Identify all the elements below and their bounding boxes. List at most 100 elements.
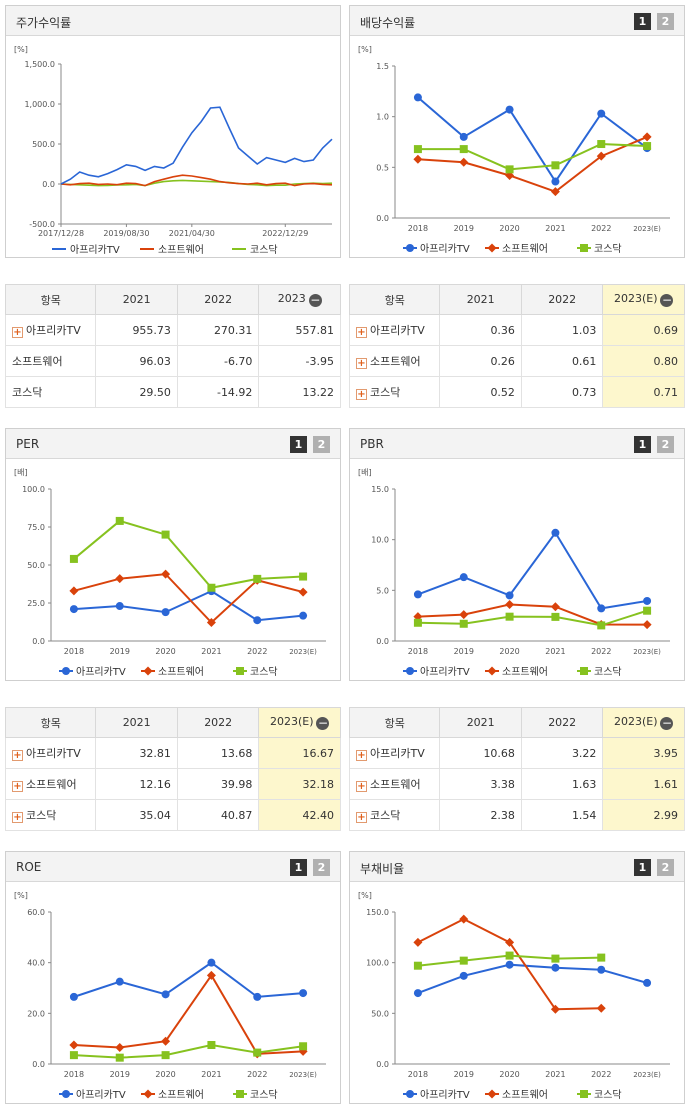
table-cell: 270.31 — [176, 314, 260, 346]
x-tick-label: 2023(E) — [289, 1071, 317, 1079]
row-name[interactable]: + 소프트웨어 — [348, 345, 441, 377]
page-2-button[interactable]: 2 — [313, 859, 330, 876]
table-cell: 0.69 — [602, 314, 685, 346]
expand-icon[interactable]: + — [12, 327, 23, 338]
row-name[interactable]: + 아프리카TV — [4, 314, 97, 346]
column-header: 2023(E) − — [602, 707, 685, 738]
page-2-button[interactable]: 2 — [657, 859, 674, 876]
table-cell: -14.92 — [176, 376, 260, 408]
table-row: 코스닥 29.50 -14.92 13.22 — [4, 376, 341, 408]
column-header: 항목 — [4, 707, 97, 738]
table-cell: 557.81 — [258, 314, 341, 346]
table-cell: 40.87 — [176, 799, 260, 831]
table-row: + 소프트웨어 0.26 0.61 0.80 — [348, 345, 685, 377]
expand-icon[interactable]: + — [356, 327, 367, 338]
legend-label: 아프리카TV — [76, 666, 126, 678]
y-tick-label: 0.0 — [376, 1060, 389, 1069]
x-tick-label: 2020 — [499, 1070, 519, 1079]
panel-title: ROE — [16, 860, 42, 874]
expand-icon[interactable]: + — [356, 750, 367, 761]
data-point — [69, 586, 79, 596]
table-row: + 아프리카TV 0.36 1.03 0.69 — [348, 314, 685, 346]
collapse-column-icon[interactable]: − — [308, 293, 322, 307]
data-point — [115, 602, 124, 611]
y-tick-label: 50.0 — [371, 1009, 389, 1018]
panel-title: PBR — [360, 437, 384, 451]
expand-icon[interactable]: + — [12, 812, 23, 823]
data-point — [207, 958, 216, 967]
x-tick-label: 2021/04/30 — [169, 229, 215, 238]
data-point — [459, 145, 468, 154]
x-tick-label: 2018 — [408, 224, 428, 233]
data-point — [459, 971, 468, 980]
row-name: 소프트웨어 — [4, 345, 97, 377]
table-cell: 10.68 — [439, 737, 522, 769]
table-cell: 29.50 — [95, 376, 178, 408]
page-1-button[interactable]: 1 — [290, 859, 307, 876]
data-point — [69, 554, 78, 563]
series-line — [417, 96, 648, 184]
x-tick-label: 2021 — [545, 224, 565, 233]
table-cell: -3.95 — [258, 345, 341, 377]
page-1-button[interactable]: 1 — [634, 13, 651, 30]
x-tick-label: 2018 — [64, 647, 84, 656]
data-point — [505, 105, 514, 114]
column-header: 항목 — [4, 284, 97, 315]
row-name[interactable]: + 코스닥 — [4, 799, 97, 831]
per-panel: PER 1 2 [배] 100.0 75.0 50.0 25.0 0.0 2018 2019 2… — [5, 428, 341, 681]
table-cell: 16.67 — [258, 737, 341, 769]
table-cell: -6.70 — [176, 345, 260, 377]
x-tick-label: 2021 — [201, 647, 221, 656]
row-name[interactable]: + 아프리카TV — [348, 314, 441, 346]
data-point — [505, 591, 514, 600]
y-tick-label: 0.0 — [42, 180, 55, 189]
row-name[interactable]: + 코스닥 — [348, 799, 441, 831]
data-point — [459, 914, 469, 924]
data-point — [115, 516, 124, 525]
series-line — [73, 961, 304, 998]
data-point — [459, 573, 468, 582]
data-point — [69, 605, 78, 614]
page-2-button[interactable]: 2 — [657, 436, 674, 453]
page-1-button[interactable]: 1 — [290, 436, 307, 453]
data-point — [253, 616, 262, 625]
row-name: 코스닥 — [4, 376, 97, 408]
data-point — [413, 590, 422, 599]
x-tick-label: 2018 — [408, 647, 428, 656]
legend-label: 코스닥 — [250, 1089, 278, 1101]
table-cell: 32.18 — [258, 768, 341, 800]
data-point — [161, 990, 170, 999]
panel-title: 주가수익률 — [16, 16, 72, 30]
page-2-button[interactable]: 2 — [657, 13, 674, 30]
row-name[interactable]: + 코스닥 — [348, 376, 441, 408]
row-name[interactable]: + 아프리카TV — [4, 737, 97, 769]
data-point — [596, 151, 606, 161]
panel-header: 주가수익률 — [6, 6, 340, 36]
legend-label: 코스닥 — [594, 1089, 622, 1101]
legend-label: 아프리카TV — [420, 1089, 470, 1101]
page-1-button[interactable]: 1 — [634, 859, 651, 876]
x-tick-label: 2020 — [155, 647, 175, 656]
expand-icon[interactable]: + — [356, 358, 367, 369]
row-name[interactable]: + 소프트웨어 — [348, 768, 441, 800]
expand-icon[interactable]: + — [356, 389, 367, 400]
x-tick-label: 2017/12/28 — [38, 229, 84, 238]
collapse-column-icon[interactable]: − — [316, 716, 330, 730]
row-name[interactable]: + 아프리카TV — [348, 737, 441, 769]
row-name[interactable]: + 소프트웨어 — [4, 768, 97, 800]
data-point — [459, 619, 468, 628]
x-tick-label: 2022 — [591, 647, 611, 656]
expand-icon[interactable]: + — [356, 781, 367, 792]
pbr-table: 항목 2021 2022 2023(E) − + 아프리카TV 10.68 3.22 3.95 + 소… — [348, 707, 685, 831]
collapse-column-icon[interactable]: − — [660, 716, 674, 730]
expand-icon[interactable]: + — [12, 750, 23, 761]
expand-icon[interactable]: + — [12, 781, 23, 792]
collapse-column-icon[interactable]: − — [660, 293, 674, 307]
page-2-button[interactable]: 2 — [313, 436, 330, 453]
chart-pager: 1 2 — [290, 859, 330, 876]
page-1-button[interactable]: 1 — [634, 436, 651, 453]
x-tick-label: 2020 — [499, 224, 519, 233]
expand-icon[interactable]: + — [356, 812, 367, 823]
legend-label: 코스닥 — [250, 666, 278, 678]
y-tick-label: 15.0 — [371, 485, 389, 494]
